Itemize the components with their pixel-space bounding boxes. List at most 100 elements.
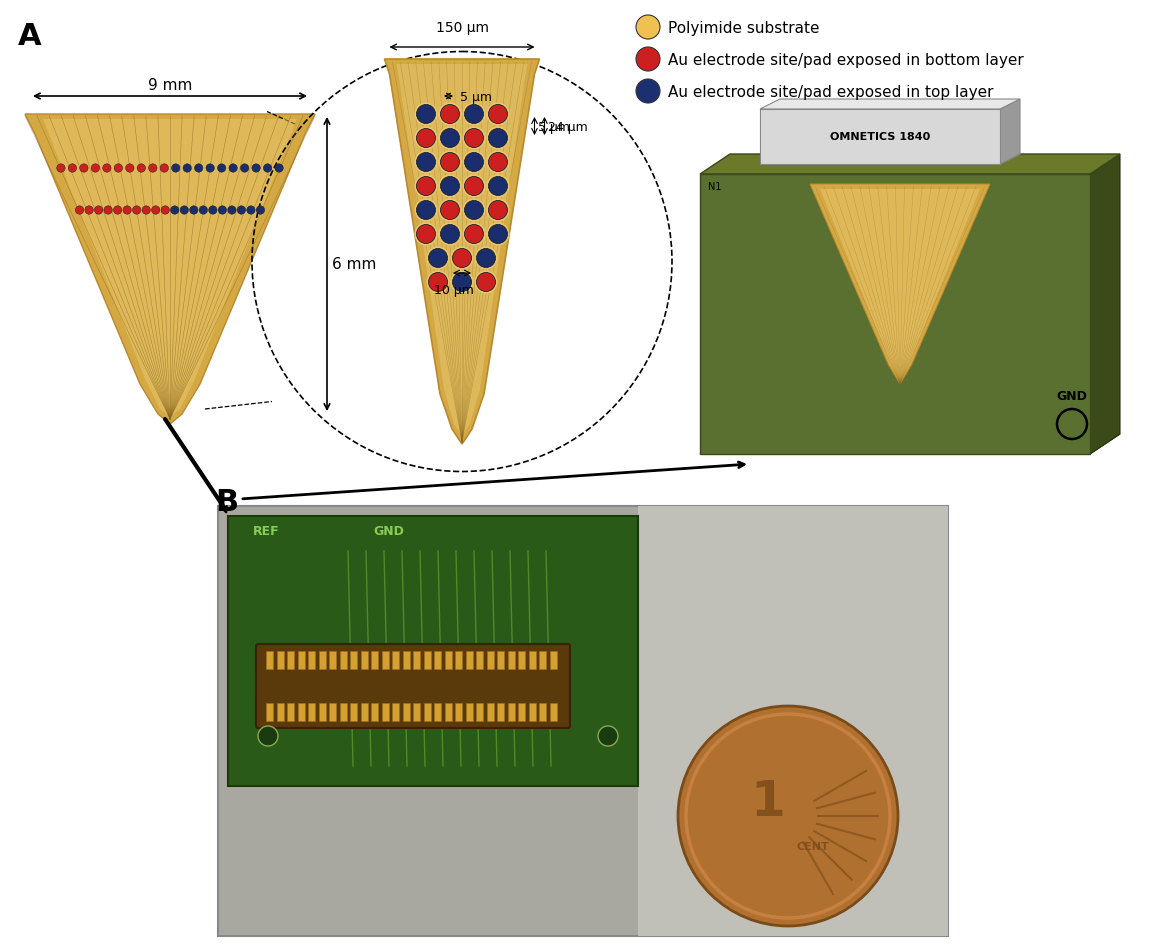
Circle shape	[417, 106, 435, 125]
Bar	[403, 651, 410, 669]
Bar	[550, 651, 557, 669]
Circle shape	[486, 151, 510, 174]
Circle shape	[415, 128, 438, 150]
Polygon shape	[1090, 155, 1120, 454]
Text: OMNETICS 1840: OMNETICS 1840	[830, 132, 930, 143]
Circle shape	[237, 207, 245, 215]
Circle shape	[677, 706, 897, 926]
Bar	[445, 651, 452, 669]
Polygon shape	[25, 115, 315, 425]
Circle shape	[417, 129, 435, 149]
Circle shape	[489, 129, 507, 149]
Circle shape	[415, 104, 438, 127]
Circle shape	[439, 151, 462, 174]
Circle shape	[417, 153, 435, 172]
Circle shape	[426, 248, 449, 270]
Polygon shape	[699, 175, 1090, 454]
Circle shape	[486, 199, 510, 222]
Polygon shape	[760, 155, 1020, 165]
Circle shape	[228, 207, 236, 215]
Text: Au electrode site/pad exposed in top layer: Au electrode site/pad exposed in top lay…	[668, 85, 994, 99]
Bar	[277, 704, 284, 722]
Circle shape	[476, 249, 496, 268]
Bar	[538, 651, 547, 669]
Bar	[339, 704, 346, 722]
Circle shape	[489, 226, 507, 245]
Circle shape	[439, 224, 462, 247]
FancyBboxPatch shape	[638, 506, 948, 936]
Text: 150 μm: 150 μm	[435, 21, 489, 35]
Bar	[486, 704, 493, 722]
Circle shape	[440, 201, 460, 220]
Bar	[476, 704, 483, 722]
Bar	[434, 651, 441, 669]
Circle shape	[208, 207, 217, 215]
Circle shape	[161, 207, 169, 215]
Text: Polyimide substrate: Polyimide substrate	[668, 21, 820, 35]
Circle shape	[440, 153, 460, 172]
Circle shape	[80, 165, 88, 173]
Circle shape	[263, 165, 272, 173]
Bar	[287, 704, 294, 722]
Circle shape	[439, 104, 462, 127]
Circle shape	[417, 177, 435, 196]
Bar	[381, 704, 388, 722]
Bar	[497, 651, 504, 669]
Text: 5 μm: 5 μm	[538, 120, 571, 133]
Circle shape	[450, 248, 474, 270]
Circle shape	[462, 175, 485, 198]
Circle shape	[104, 207, 112, 215]
Circle shape	[462, 104, 485, 127]
Circle shape	[462, 199, 485, 222]
Bar	[318, 651, 325, 669]
Circle shape	[183, 165, 191, 173]
Circle shape	[75, 207, 83, 215]
Circle shape	[115, 165, 123, 173]
Text: 1: 1	[750, 777, 785, 825]
Bar	[266, 651, 273, 669]
Text: CENT: CENT	[797, 842, 829, 851]
Circle shape	[252, 165, 261, 173]
FancyBboxPatch shape	[256, 645, 570, 728]
Bar	[329, 704, 336, 722]
Bar	[403, 704, 410, 722]
Text: A: A	[19, 22, 42, 51]
Circle shape	[132, 207, 141, 215]
Circle shape	[440, 106, 460, 125]
Circle shape	[218, 165, 226, 173]
Circle shape	[426, 271, 449, 294]
Circle shape	[476, 273, 496, 292]
Circle shape	[103, 165, 111, 173]
Bar	[350, 704, 357, 722]
Circle shape	[68, 165, 76, 173]
Circle shape	[415, 175, 438, 198]
Circle shape	[256, 207, 265, 215]
Circle shape	[439, 199, 462, 222]
Bar	[466, 651, 472, 669]
Circle shape	[440, 129, 460, 149]
Circle shape	[464, 129, 484, 149]
Bar	[393, 704, 400, 722]
Text: Au electrode site/pad exposed in bottom layer: Au electrode site/pad exposed in bottom …	[668, 52, 1024, 68]
Circle shape	[462, 151, 485, 174]
Circle shape	[206, 165, 214, 173]
Bar	[434, 704, 441, 722]
Circle shape	[274, 165, 284, 173]
Circle shape	[417, 226, 435, 245]
Circle shape	[195, 165, 203, 173]
Bar	[518, 704, 525, 722]
Bar	[507, 704, 514, 722]
Bar	[413, 651, 420, 669]
Circle shape	[148, 165, 157, 173]
FancyBboxPatch shape	[218, 506, 948, 936]
Bar	[538, 704, 547, 722]
Circle shape	[462, 128, 485, 150]
Text: 6 mm: 6 mm	[332, 257, 376, 272]
Text: 10 μm: 10 μm	[434, 284, 474, 297]
Circle shape	[152, 207, 160, 215]
Circle shape	[636, 16, 660, 40]
Polygon shape	[760, 100, 1020, 109]
Circle shape	[199, 207, 207, 215]
Circle shape	[440, 177, 460, 196]
Bar	[393, 651, 400, 669]
